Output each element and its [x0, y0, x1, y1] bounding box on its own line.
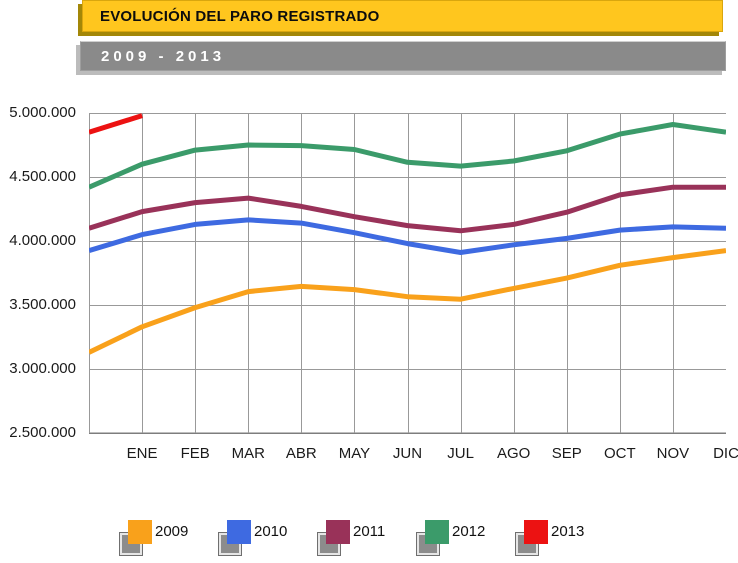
plot-svg — [89, 113, 726, 434]
legend-color-swatch — [425, 520, 449, 544]
y-tick-label: 5.000.000 — [9, 104, 76, 121]
x-tick-label: MAR — [231, 445, 265, 462]
series-line-2013 — [89, 113, 143, 135]
legend-item-label: 2011 — [353, 523, 386, 540]
x-tick-label: SEP — [551, 445, 582, 462]
series-line-2011 — [89, 184, 726, 234]
legend-color-swatch — [524, 520, 548, 544]
series-line-2009 — [89, 248, 726, 355]
x-tick-label: JUL — [447, 445, 474, 462]
legend-item-2010: 2010 — [218, 520, 317, 556]
plot-area — [89, 113, 726, 434]
legend-item-label: 2010 — [254, 523, 288, 540]
legend-color-swatch — [227, 520, 251, 544]
legend-marker — [119, 520, 152, 556]
legend-marker — [416, 520, 449, 556]
x-tick-label: AGO — [496, 445, 531, 462]
y-tick-label: 2.500.000 — [9, 424, 76, 441]
y-tick-label: 3.500.000 — [9, 296, 76, 313]
legend-marker — [218, 520, 251, 556]
legend-item-2009: 2009 — [119, 520, 218, 556]
legend-marker — [317, 520, 350, 556]
legend: 2009 2010 2011 2012 2013 — [119, 520, 614, 556]
legend-marker — [515, 520, 548, 556]
title-bar: EVOLUCIÓN DEL PARO REGISTRADO — [82, 0, 723, 32]
x-tick-label: JUN — [392, 445, 423, 462]
y-tick-label: 4.000.000 — [9, 232, 76, 249]
subtitle-bar: 2009 - 2013 — [80, 41, 726, 71]
x-tick-label: OCT — [603, 445, 636, 462]
page-subtitle: 2009 - 2013 — [101, 47, 226, 65]
x-tick-label: NOV — [656, 445, 690, 462]
legend-item-2013: 2013 — [515, 520, 614, 556]
legend-item-2011: 2011 — [317, 520, 416, 556]
series-line-2012 — [89, 122, 726, 190]
x-tick-label: ABR — [285, 445, 317, 462]
legend-color-swatch — [326, 520, 350, 544]
x-tick-label: FEB — [180, 445, 210, 462]
legend-item-2012: 2012 — [416, 520, 515, 556]
legend-item-label: 2013 — [551, 523, 585, 540]
legend-item-label: 2012 — [452, 523, 486, 540]
legend-color-swatch — [128, 520, 152, 544]
series-line-2010 — [89, 217, 726, 255]
y-tick-label: 4.500.000 — [9, 168, 76, 185]
y-tick-label: 3.000.000 — [9, 360, 76, 377]
x-tick-label: MAY — [338, 445, 371, 462]
page-title: EVOLUCIÓN DEL PARO REGISTRADO — [100, 7, 380, 25]
legend-item-label: 2009 — [155, 523, 189, 540]
x-tick-label: DIC — [713, 445, 738, 462]
x-tick-label: ENE — [126, 445, 158, 462]
